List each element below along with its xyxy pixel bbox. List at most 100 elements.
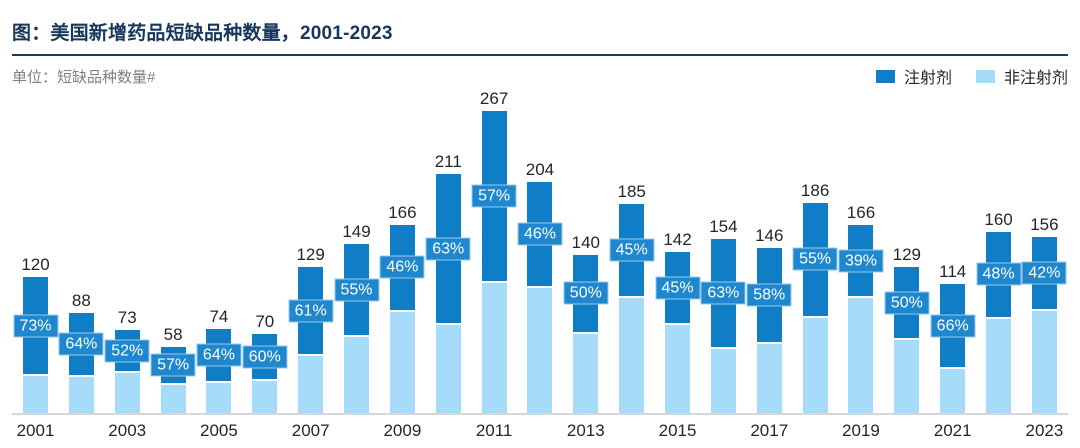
legend-swatch-injectable-icon — [875, 69, 895, 83]
x-axis-tick-label: 2019 — [842, 421, 880, 440]
injectable-pct-label: 55% — [792, 247, 838, 271]
bar-group-2004: 58 57% — [150, 326, 196, 413]
bar-group-2023: 156 42% 2023 — [1021, 214, 1067, 439]
injectable-pct-label: 46% — [379, 255, 425, 279]
bar-group-2001: 120 73% 2001 — [13, 255, 58, 439]
injectable-segment: 46% — [517, 182, 563, 287]
injectable-segment: 57% — [471, 111, 517, 282]
stacked-bar-chart: 120 73% 2001 88 64% 73 52% 2003 58 57% 74 64% 2005 70… — [12, 89, 1068, 439]
x-axis-tick-label: 2015 — [658, 421, 697, 440]
bar-value-label: 166 — [846, 203, 876, 223]
non-injectable-segment — [756, 343, 782, 413]
bar-value-label: 142 — [663, 230, 692, 250]
x-axis-tick-label: 2021 — [933, 421, 972, 440]
unit-label: 单位：短缺品种数量# — [12, 68, 156, 86]
non-injectable-segment — [710, 348, 736, 413]
injectable-segment: 57% — [150, 347, 196, 383]
injectable-pct-label: 48% — [976, 262, 1022, 286]
non-injectable-segment — [848, 298, 874, 413]
non-injectable-segment — [114, 373, 140, 413]
bar-group-2019: 166 39% 2019 — [838, 203, 884, 439]
bar-value-label: 156 — [1030, 214, 1059, 234]
injectable-segment: 64% — [58, 313, 104, 376]
bar-group-2015: 142 45% 2015 — [655, 230, 701, 439]
non-injectable-segment — [665, 324, 691, 413]
bar-group-2008: 149 55% — [334, 222, 380, 413]
bar-value-label: 149 — [342, 222, 371, 242]
x-axis-tick-label: 2009 — [383, 421, 422, 440]
injectable-pct-label: 64% — [196, 343, 242, 367]
bar-value-label: 186 — [800, 180, 830, 200]
injectable-pct-label: 58% — [746, 283, 792, 307]
non-injectable-segment — [252, 381, 278, 413]
x-axis-tick-label: 2007 — [291, 421, 330, 440]
bar-group-2018: 186 55% — [792, 180, 838, 413]
bar-group-2022: 160 48% — [976, 210, 1022, 413]
bar-value-label: 120 — [21, 255, 50, 275]
bar-value-label: 70 — [255, 311, 275, 331]
legend-label-injectable: 注射剂 — [903, 70, 952, 87]
bar-value-label: 140 — [571, 232, 600, 252]
legend-label-non-injectable: 非注射剂 — [1003, 70, 1068, 87]
bar-value-label: 154 — [709, 216, 738, 236]
bar-value-label: 88 — [71, 291, 91, 311]
non-injectable-segment — [160, 384, 186, 413]
injectable-pct-label: 50% — [563, 281, 609, 305]
bar-group-2014: 185 45% — [609, 181, 655, 413]
non-injectable-segment — [389, 311, 415, 413]
non-injectable-segment — [344, 337, 370, 413]
chart-page: 图：美国新增药品短缺品种数量，2001-2023 单位：短缺品种数量# 注射剂 … — [12, 12, 1068, 439]
non-injectable-segment — [481, 283, 507, 413]
legend-item-non-injectable: 非注射剂 — [975, 64, 1068, 88]
injectable-segment: 39% — [838, 225, 884, 297]
bar-group-2017: 146 58% 2017 — [746, 225, 792, 439]
bar-group-2020: 129 50% — [884, 245, 930, 413]
x-axis-tick-label: 2023 — [1025, 421, 1064, 440]
bar-area: 120 73% 2001 88 64% 73 52% 2003 58 57% 74 64% 2005 70… — [12, 89, 1068, 439]
injectable-segment: 50% — [884, 267, 930, 339]
non-injectable-segment — [986, 318, 1012, 413]
injectable-segment: 55% — [792, 202, 838, 317]
bar-group-2013: 140 50% 2013 — [563, 232, 609, 439]
injectable-pct-label: 73% — [13, 314, 58, 338]
bar-group-2021: 114 66% 2021 — [930, 262, 976, 439]
injectable-segment: 42% — [1021, 236, 1067, 309]
bar-value-label: 204 — [525, 160, 555, 180]
injectable-segment: 60% — [242, 333, 288, 380]
injectable-segment: 50% — [563, 254, 609, 332]
injectable-pct-label: 57% — [471, 184, 517, 208]
bar-group-2012: 204 46% — [517, 160, 563, 413]
bar-value-label: 114 — [939, 262, 967, 282]
injectable-segment: 63% — [425, 174, 471, 323]
injectable-segment: 52% — [104, 330, 150, 372]
chart-title: 图：美国新增药品短缺品种数量，2001-2023 — [12, 12, 1068, 56]
non-injectable-segment — [894, 340, 920, 413]
bar-value-label: 160 — [984, 210, 1013, 230]
non-injectable-segment — [206, 382, 232, 413]
bar-group-2016: 154 63% — [700, 216, 746, 413]
injectable-pct-label: 57% — [150, 353, 196, 377]
non-injectable-segment — [527, 288, 553, 413]
x-axis-tick-label: 2013 — [566, 421, 605, 440]
bar-value-label: 74 — [209, 307, 229, 327]
bar-group-2009: 166 46% 2009 — [379, 203, 425, 439]
injectable-pct-label: 60% — [242, 345, 288, 369]
non-injectable-segment — [435, 324, 461, 413]
bar-value-label: 129 — [892, 245, 922, 265]
bar-value-label: 146 — [755, 225, 784, 245]
non-injectable-segment — [1031, 310, 1057, 413]
bar-group-2002: 88 64% — [58, 291, 104, 413]
injectable-segment: 63% — [700, 238, 746, 347]
injectable-pct-label: 45% — [655, 276, 701, 300]
bar-value-label: 267 — [479, 89, 509, 109]
injectable-pct-label: 39% — [838, 249, 884, 273]
x-axis-tick-label: 2001 — [16, 421, 55, 440]
bar-value-label: 166 — [388, 203, 417, 223]
injectable-segment: 55% — [334, 244, 380, 336]
bar-value-label: 185 — [617, 181, 646, 201]
non-injectable-segment — [940, 369, 966, 413]
x-axis-tick-label: 2005 — [200, 421, 238, 440]
injectable-pct-label: 46% — [517, 222, 563, 246]
injectable-pct-label: 61% — [288, 299, 334, 323]
injectable-pct-label: 64% — [58, 332, 104, 356]
